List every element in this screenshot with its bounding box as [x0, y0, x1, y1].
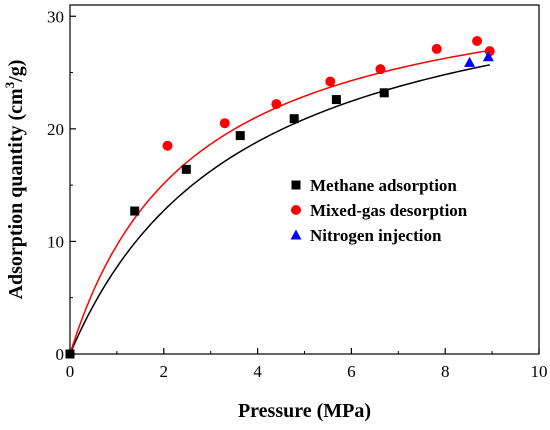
plot-frame: [69, 4, 540, 355]
fit-curve: [69, 64, 490, 355]
data-point: [464, 56, 476, 67]
data-point: [130, 206, 140, 216]
y-tick-label: 30: [47, 7, 64, 26]
y-tick-label: 0: [56, 345, 65, 364]
data-points: [65, 36, 495, 359]
data-point: [181, 164, 191, 174]
x-tick-label: 2: [160, 362, 169, 381]
data-point: [65, 349, 75, 359]
x-axis-title: Pressure (MPa): [238, 400, 371, 422]
legend-marker: [291, 205, 301, 215]
legend-label: Mixed-gas desorption: [310, 201, 468, 220]
x-tick-label: 8: [441, 362, 450, 381]
data-point: [482, 51, 494, 62]
y-axis-title-main: Adsorption quantity (cm: [5, 88, 27, 299]
legend-marker: [290, 229, 302, 240]
data-point: [162, 140, 173, 151]
data-point: [331, 95, 341, 105]
legend-marker: [291, 180, 301, 190]
data-point: [289, 114, 299, 124]
data-point: [375, 64, 386, 75]
data-point: [235, 131, 245, 141]
data-point: [431, 43, 442, 54]
data-point: [379, 88, 389, 98]
data-point: [271, 99, 282, 110]
y-axis-title-sup: 3: [2, 81, 17, 88]
axes: 0 2 4 6 8 10 0 10 20 30: [47, 7, 548, 381]
data-point: [472, 36, 483, 47]
y-tick-label: 10: [47, 232, 64, 251]
x-tick-label: 4: [253, 362, 262, 381]
x-tick-label: 0: [66, 362, 75, 381]
data-point: [325, 76, 336, 87]
y-tick-label: 20: [47, 120, 64, 139]
y-axis-title-tail: /g): [5, 60, 27, 83]
x-tick-label: 10: [531, 362, 548, 381]
legend-label: Nitrogen injection: [310, 226, 442, 245]
data-point: [219, 118, 230, 129]
y-axis-title: Adsorption quantity (cm3/g): [2, 60, 27, 300]
legend-label: Methane adsorption: [310, 176, 457, 195]
x-tick-label: 6: [347, 362, 356, 381]
legend: Methane adsorption Mixed-gas desorption Ni…: [290, 176, 468, 245]
